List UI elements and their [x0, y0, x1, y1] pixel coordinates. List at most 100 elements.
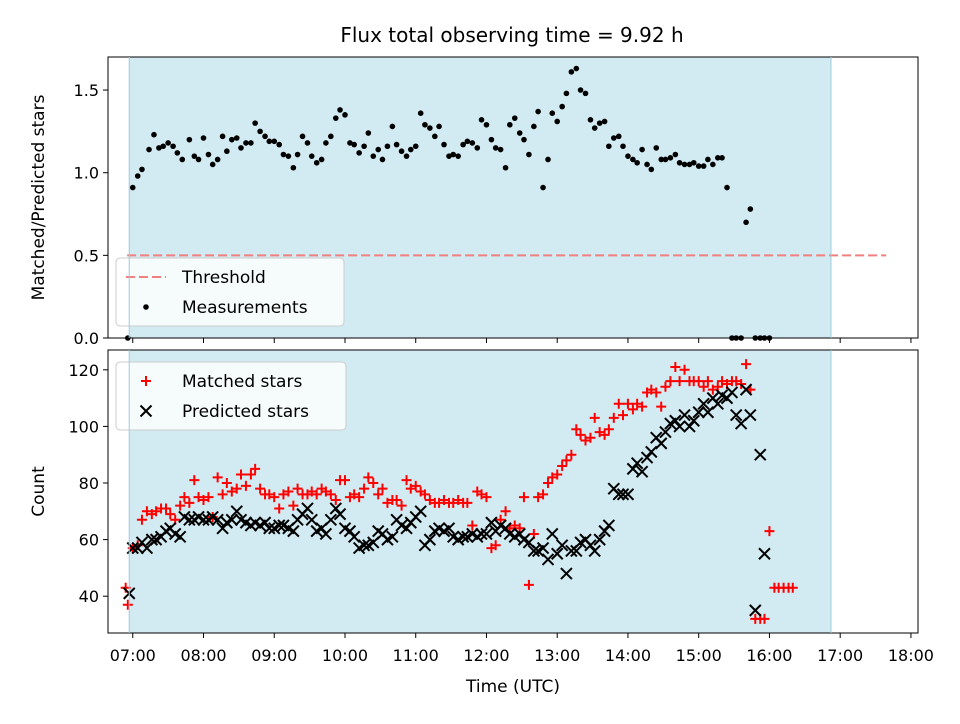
data-point	[365, 130, 372, 136]
matched-star-point	[543, 478, 554, 489]
predicted-star-point	[230, 505, 243, 518]
matched-star-point	[189, 475, 200, 486]
predicted-star-point	[527, 544, 541, 558]
x-tick-label: 18:00	[888, 646, 934, 665]
matched-star-point	[787, 582, 798, 593]
predicted-star-point	[711, 397, 725, 410]
predicted-star-point	[329, 502, 342, 515]
data-point	[724, 184, 730, 191]
predicted-star-point	[630, 456, 644, 470]
predicted-star-point	[744, 408, 757, 422]
data-point	[342, 112, 348, 118]
predicted-star-point	[598, 524, 611, 538]
data-point	[577, 87, 584, 93]
data-point	[502, 164, 509, 171]
data-point	[351, 141, 357, 148]
predicted-star-point	[211, 513, 224, 527]
data-point	[195, 156, 202, 163]
predicted-star-point	[626, 462, 640, 476]
data-point	[179, 156, 186, 163]
matched-star-point	[212, 472, 223, 483]
matched-star-point	[698, 381, 709, 392]
matched-star-point	[764, 526, 775, 537]
matched-star-point	[165, 509, 176, 520]
data-point	[294, 151, 301, 158]
data-point	[356, 150, 362, 156]
legend-marker-swatch	[139, 404, 153, 418]
data-point	[540, 184, 546, 191]
predicted-star-point	[683, 420, 696, 433]
predicted-star-point	[754, 448, 767, 461]
data-point	[563, 90, 570, 97]
data-point	[620, 143, 626, 150]
legend-label: Matched stars	[182, 372, 302, 392]
data-point	[243, 140, 249, 146]
x-tick-label: 16:00	[746, 646, 792, 665]
matched-star-point	[566, 449, 577, 460]
data-point	[521, 136, 527, 143]
data-point	[690, 159, 697, 166]
data-point	[233, 135, 240, 141]
matched-star-point	[288, 500, 299, 511]
x-tick-label: 12:00	[463, 646, 509, 665]
matched-star-point	[203, 492, 214, 503]
y-tick-label: 1.5	[74, 81, 99, 100]
predicted-star-point	[301, 502, 314, 515]
data-point	[516, 130, 523, 136]
predicted-star-point	[347, 530, 361, 543]
data-point	[601, 118, 608, 125]
data-point	[488, 136, 495, 143]
predicted-star-point	[616, 488, 630, 501]
data-point	[252, 120, 258, 126]
y-tick-label: 60	[79, 531, 99, 550]
matched-star-point	[575, 429, 586, 440]
data-point	[337, 107, 343, 113]
matched-star-point	[490, 540, 501, 551]
data-point	[318, 156, 325, 163]
data-point	[308, 153, 315, 159]
predicted-star-point	[272, 519, 286, 532]
data-point	[248, 140, 254, 146]
data-point	[497, 146, 504, 153]
matched-star-point	[240, 480, 251, 491]
data-point	[271, 138, 278, 145]
top-panel-y-ticks: 0.0 0.5 1.0 1.5	[74, 81, 108, 348]
matched-star-point	[571, 424, 582, 435]
matched-star-point	[231, 483, 242, 494]
predicted-star-point	[480, 527, 493, 541]
legend-label: Predicted stars	[182, 402, 309, 422]
data-point	[450, 151, 457, 158]
top-panel-frame	[107, 56, 919, 339]
data-point	[568, 69, 575, 75]
matched-star-point	[702, 376, 713, 387]
predicted-star-point	[456, 530, 470, 543]
matched-star-point	[679, 364, 690, 375]
matched-star-point	[221, 478, 232, 489]
y-tick-label: 0.5	[74, 246, 99, 265]
predicted-star-point	[621, 488, 635, 501]
predicted-star-point	[749, 604, 762, 617]
matched-star-point	[339, 475, 350, 486]
data-point	[639, 146, 645, 153]
predicted-star-point	[183, 513, 196, 527]
predicted-star-point	[692, 406, 705, 419]
predicted-star-point	[442, 522, 456, 535]
data-point	[393, 141, 400, 148]
x-tick-label: 10:00	[322, 646, 368, 665]
data-point	[129, 184, 136, 191]
matched-star-point	[359, 483, 370, 494]
data-point	[644, 161, 650, 168]
data-point	[686, 161, 693, 168]
data-point	[313, 159, 320, 166]
predicted-star-point	[555, 539, 569, 552]
predicted-star-point	[697, 397, 710, 410]
data-point	[554, 118, 561, 125]
y-tick-label: 80	[79, 474, 99, 493]
y-tick-label: 0.0	[74, 329, 99, 348]
data-point	[743, 219, 749, 226]
data-point	[160, 143, 166, 150]
data-point	[455, 153, 461, 159]
predicted-star-point	[423, 533, 437, 546]
predicted-star-point	[570, 544, 583, 558]
data-point	[384, 143, 391, 150]
